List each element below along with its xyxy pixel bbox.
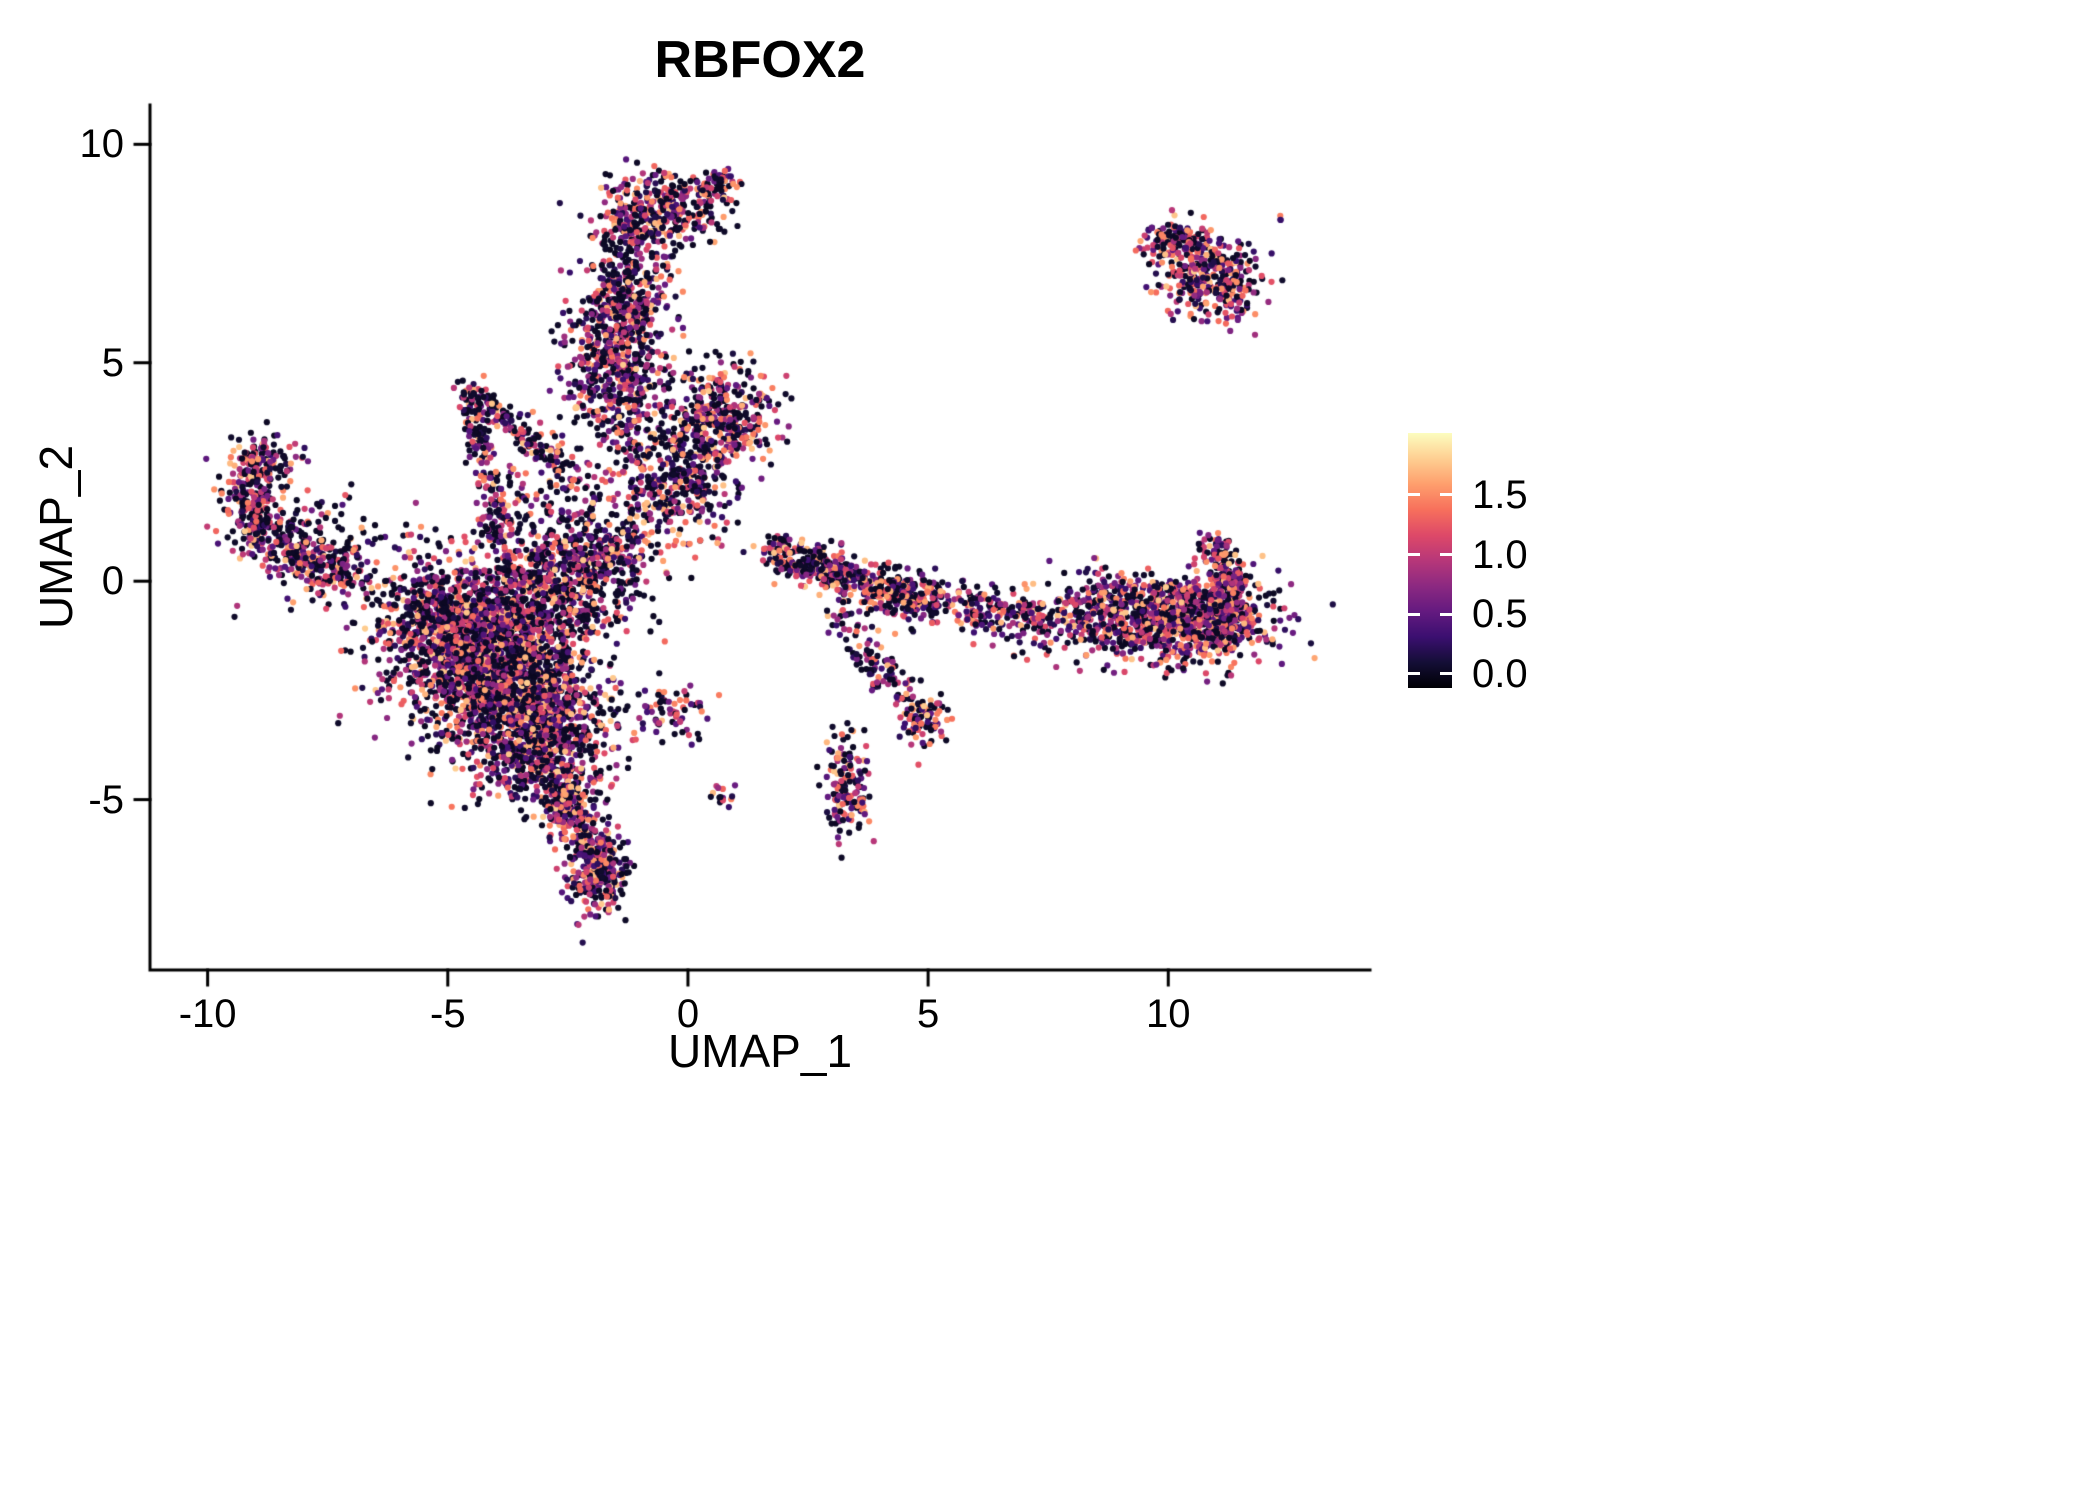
colorbar-label: 1.0 xyxy=(1472,532,1528,577)
colorbar-tick xyxy=(1440,553,1452,557)
x-tick-label: 10 xyxy=(1146,992,1191,1036)
x-tick-label: 5 xyxy=(916,992,940,1036)
colorbar-tick xyxy=(1440,612,1452,616)
plot-title: RBFOX2 xyxy=(654,31,866,89)
colorbar-label: 0.5 xyxy=(1472,592,1528,637)
colorbar-tick xyxy=(1440,672,1452,676)
y-tick-label: 5 xyxy=(101,340,124,385)
x-axis-title: UMAP_1 xyxy=(667,1025,853,1077)
colorbar-tick xyxy=(1408,672,1420,676)
colorbar-tick xyxy=(1408,612,1420,616)
colorbar-tick xyxy=(1408,553,1420,557)
y-axis-title: UMAP_2 xyxy=(30,444,82,630)
colorbar-gradient xyxy=(1408,433,1452,688)
y-tick-label: -5 xyxy=(88,777,124,822)
x-tick-label: 0 xyxy=(676,992,700,1036)
colorbar-tick xyxy=(1408,493,1420,497)
y-tick-label: 10 xyxy=(79,122,125,167)
x-tick-label: -5 xyxy=(429,992,466,1036)
x-tick-label: -10 xyxy=(178,992,237,1036)
colorbar-label: 1.5 xyxy=(1472,472,1528,517)
y-tick-label: 0 xyxy=(101,559,124,604)
colorbar-label: 0.0 xyxy=(1472,651,1528,696)
colorbar-tick xyxy=(1440,493,1452,497)
